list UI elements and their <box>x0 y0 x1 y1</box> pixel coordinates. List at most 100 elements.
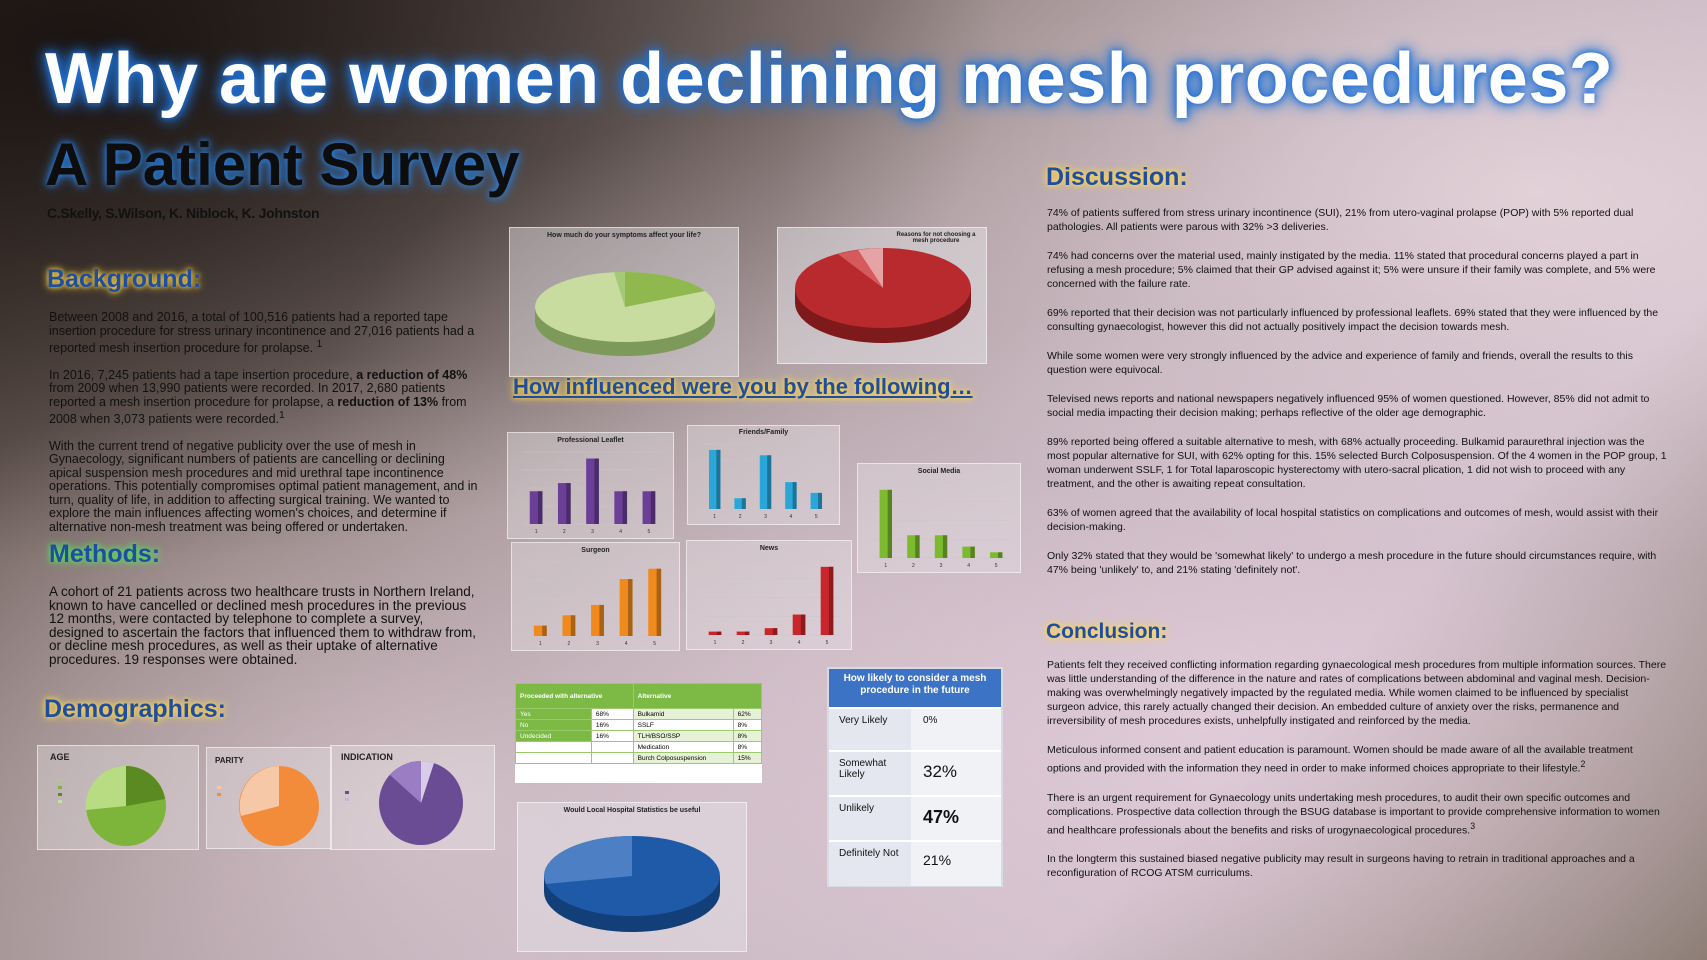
age-legend <box>58 779 62 803</box>
table-cell <box>515 741 592 753</box>
bar <box>962 546 975 558</box>
tick-label: 1 <box>884 563 887 569</box>
bar-shade <box>566 483 571 524</box>
table-cell: TLH/BSO/SSP <box>632 730 734 742</box>
social-media-bar-chart: 1 2 3 4 5 <box>872 482 1010 569</box>
prof-leaflet-title: Professional Leaflet <box>557 437 624 444</box>
bar <box>734 498 746 509</box>
alternative-table-panel: Proceeded with alternative Alternative Y… <box>515 683 763 783</box>
bar-shade <box>570 615 576 636</box>
table-row: No 16% SSLF 8% <box>515 719 763 731</box>
bar-shade <box>887 489 893 558</box>
table-cell: 8% <box>732 719 763 731</box>
discussion-p8: Only 32% stated that they would be 'some… <box>1047 550 1657 576</box>
conclusion-p4: In the longterm this sustained biased ne… <box>1047 853 1635 879</box>
table-cell: Undecided <box>515 730 592 742</box>
tick-label: 4 <box>625 641 628 647</box>
likely-label: Somewhat Likely <box>829 752 911 795</box>
tick-label: 5 <box>653 641 656 647</box>
background-text: Between 2008 and 2016, a total of 100,51… <box>49 310 479 547</box>
reasons-chart-panel: Reasons for not choosing a mesh procedur… <box>777 227 987 364</box>
friends-family-title: Friends/Family <box>738 429 789 436</box>
tick-label: 4 <box>967 563 970 569</box>
background-p3: With the current trend of negative publi… <box>49 438 478 534</box>
parity-pie-chart <box>217 766 319 846</box>
bar-shade <box>542 625 547 636</box>
poster-subtitle: A Patient Survey <box>45 131 520 198</box>
likely-table-heading: How likely to consider a mesh procedure … <box>829 669 1001 707</box>
symptoms-chart-panel: How much do your symptoms affect your li… <box>509 227 739 377</box>
bar-shade <box>800 614 806 635</box>
reasons-pie-slice-3 <box>838 250 883 288</box>
symptoms-pie-slice-2 <box>625 272 705 307</box>
bar <box>989 552 1003 558</box>
hospital-stats-chart-panel: Would Local Hospital Statistics be usefu… <box>517 802 747 952</box>
surgeon-bar-chart: 1 2 3 4 5 <box>526 561 669 647</box>
likely-value: 32% <box>911 752 1001 795</box>
table-cell <box>590 752 634 764</box>
background-p1: Between 2008 and 2016, a total of 100,51… <box>49 310 475 356</box>
bar-shade <box>942 535 948 558</box>
tick-label: 4 <box>798 640 801 646</box>
table-cell: Medication <box>632 741 734 753</box>
prof-leaflet-chart-panel: Professional Leaflet 1 2 3 4 5 <box>507 432 674 539</box>
parity-chart-panel: PARITY <box>206 747 332 849</box>
background-heading: Background: <box>47 265 202 293</box>
discussion-p4: While some women were very strongly infl… <box>1047 350 1633 376</box>
symptoms-chart-title: How much do your symptoms affect your li… <box>546 232 702 239</box>
age-pie-slice-3 <box>85 765 126 810</box>
bar-shade <box>792 482 797 509</box>
tick-label: 2 <box>739 514 742 520</box>
bar-shade <box>594 458 599 524</box>
table-row: Definitely Not 21% <box>829 840 1001 886</box>
bar-shade <box>915 535 920 558</box>
indication-pie-slice-3 <box>421 760 434 803</box>
table-cell: 8% <box>732 741 763 753</box>
indication-pie-chart <box>345 760 463 845</box>
table-cell <box>590 741 634 753</box>
bar-shade <box>767 455 772 509</box>
surgeon-chart-panel: Surgeon 1 2 3 4 5 <box>511 542 680 651</box>
discussion-heading: Discussion: <box>1046 163 1188 191</box>
table-row: Medication 8% <box>515 741 763 753</box>
tick-label: 5 <box>815 514 818 520</box>
table-cell: 16% <box>590 719 634 731</box>
tick-label: 4 <box>790 514 793 520</box>
social-media-title: Social Media <box>917 468 961 475</box>
likely-value: 47% <box>911 797 1001 840</box>
influence-heading: How influenced were you by the following… <box>513 374 973 399</box>
hospital-stats-slice-2 <box>544 836 632 884</box>
friends-family-bar-chart: 1 2 3 4 5 <box>702 443 829 520</box>
news-title: News <box>759 545 779 552</box>
bar-shade <box>599 604 604 636</box>
social-media-chart-panel: Social Media 1 2 3 4 5 <box>857 463 1021 573</box>
bar-shade <box>818 492 823 509</box>
discussion-p6: 89% reported being offered a suitable al… <box>1047 436 1667 490</box>
demographics-heading: Demographics: <box>44 695 226 723</box>
conclusion-text: Patients felt they received conflicting … <box>1047 658 1667 895</box>
table-cell: 62% <box>732 708 763 720</box>
bar-shade <box>828 566 834 635</box>
bar <box>708 631 722 635</box>
tick-label: 2 <box>563 529 566 535</box>
bar-shade <box>772 628 778 635</box>
bar-shade <box>716 631 722 635</box>
indication-pie-slice-2 <box>390 761 421 803</box>
age-pie-slice-2 <box>126 766 165 806</box>
age-pie-chart <box>58 765 166 846</box>
parity-label: PARITY <box>215 756 244 765</box>
conclusion-p1: Patients felt they received conflicting … <box>1047 659 1667 727</box>
news-chart-panel: News 1 2 3 4 5 <box>686 540 852 650</box>
age-label: AGE <box>50 752 70 762</box>
table-row: Unlikely 47% <box>829 795 1001 840</box>
bar-shade <box>741 498 746 509</box>
background-p2: In 2016, 7,245 patients had a tape inser… <box>49 367 468 427</box>
tick-label: 3 <box>596 641 599 647</box>
reasons-pie-chart <box>795 248 971 343</box>
reasons-chart-title: Reasons for not choosing a mesh procedur… <box>896 232 976 244</box>
poster-title: Why are women declining mesh procedures? <box>45 39 1614 119</box>
tick-label: 3 <box>770 640 773 646</box>
tick-label: 1 <box>535 529 538 535</box>
bar <box>759 455 772 509</box>
bar-shade <box>744 631 750 635</box>
